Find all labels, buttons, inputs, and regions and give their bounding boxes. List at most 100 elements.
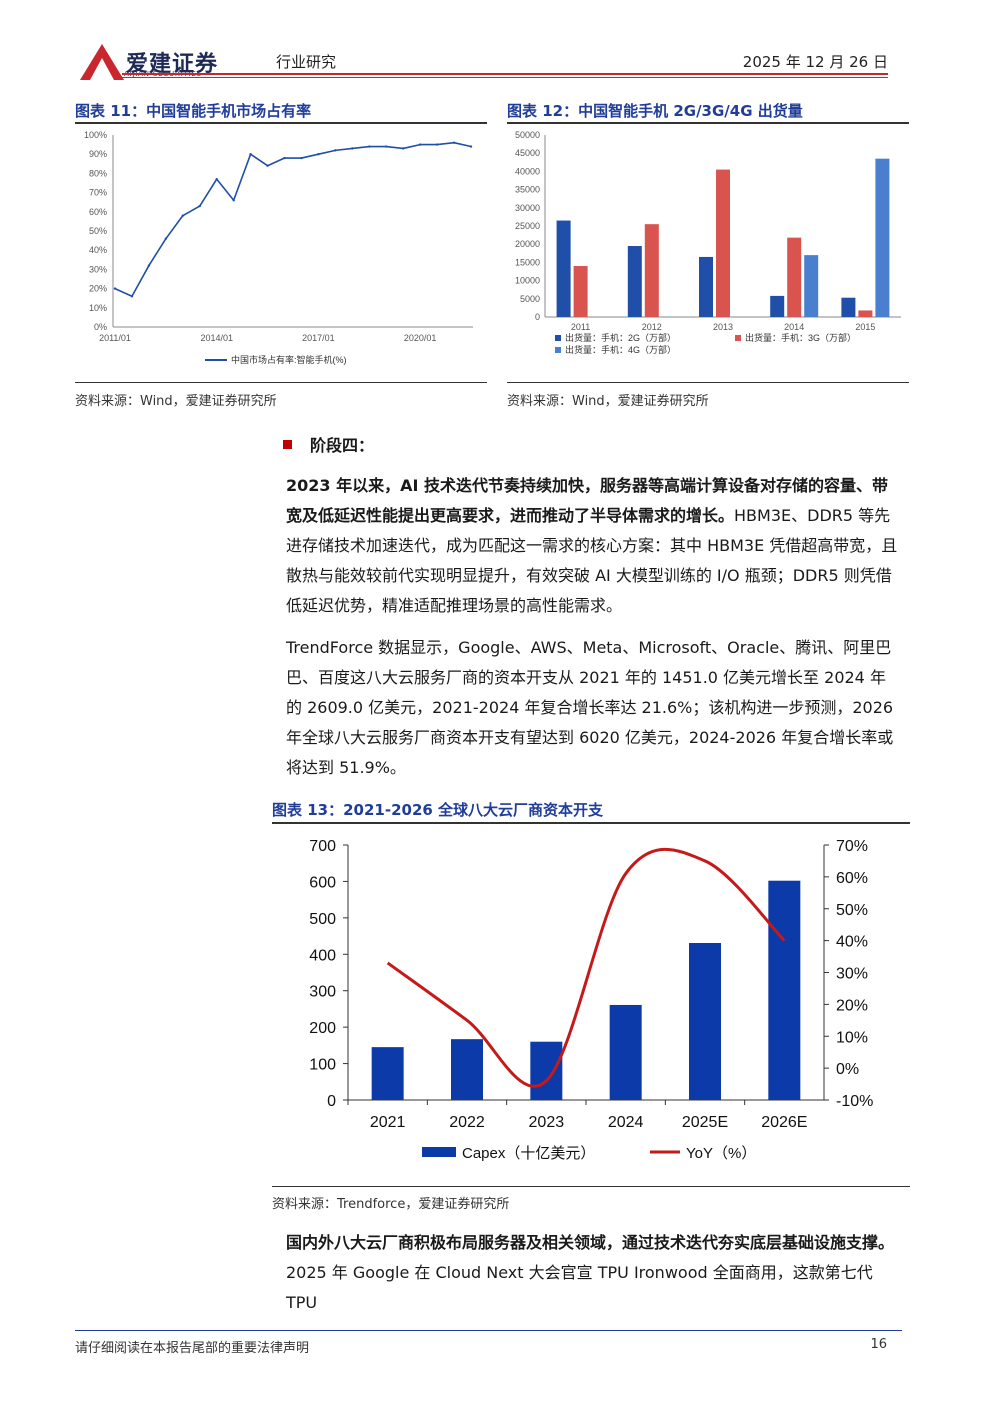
fig13-x-tick-label: 2021	[370, 1114, 406, 1131]
fig12-legend-swatch	[555, 335, 561, 341]
fig12-legend-label: 出货量：手机：4G（万部）	[565, 344, 676, 355]
footer-divider	[75, 1330, 902, 1331]
fig11-data-point	[164, 237, 168, 240]
fig11-data-point	[452, 141, 456, 144]
fig13-x-tick-label: 2022	[449, 1114, 485, 1131]
section-title: 阶段四：	[310, 436, 375, 455]
fig13-top-rule	[272, 822, 910, 824]
fig11-data-point	[232, 199, 235, 202]
fig12-bar	[716, 169, 730, 317]
report-date: 2025 年 12 月 26 日	[742, 53, 888, 71]
fig13-y-tick-label: 500	[309, 911, 336, 928]
fig13-x-tick-label: 2025E	[682, 1114, 728, 1131]
fig11-data-point	[130, 295, 134, 298]
fig11-series-line	[114, 141, 472, 298]
fig11-data-point	[147, 264, 151, 267]
fig12-source: 资料来源：Wind，爱建证券研究所	[507, 394, 709, 409]
fig11-chart: 0% 10% 20% 30% 40% 50% 60% 70% 80% 90% 100% 2011/01…	[84, 130, 473, 365]
header-divider-thin	[122, 77, 888, 78]
fig13-bottom-rule	[272, 1186, 910, 1187]
fig12-y-tick-label: 35000	[515, 185, 540, 195]
fig11-data-point	[181, 214, 185, 217]
fig11-data-point	[249, 153, 252, 156]
fig11-x-tick-label: 2020/01	[404, 333, 437, 343]
fig13-chart: 0 100 200 300 400 500 600 700 -10% 0% 10% 20% 30% 40%…	[309, 838, 873, 1162]
fig13-x-tick-label: 2026E	[761, 1114, 807, 1131]
paragraph-3-body: 2025 年 Google 在 Cloud Next 大会官宣 TPU Iron…	[286, 1263, 873, 1312]
section-heading: 阶段四：	[283, 432, 374, 456]
fig11-data-point	[385, 145, 388, 148]
fig12-y-tick-label: 5000	[520, 294, 540, 304]
fig11-y-tick-label: 70%	[89, 188, 107, 198]
fig12-x-tick-label: 2015	[855, 322, 875, 332]
fig13-legend-line-label: YoY（%）	[686, 1145, 756, 1162]
fig13-source: 资料来源：Trendforce，爱建证券研究所	[272, 1197, 510, 1212]
fig13-y2-tick-label: 50%	[836, 902, 868, 919]
fig11-x-tick-label: 2017/01	[302, 333, 335, 343]
fig13-bar	[768, 880, 801, 1100]
fig12-x-tick-label: 2014	[784, 322, 804, 332]
fig11-y-tick-label: 10%	[89, 303, 107, 313]
fig11-data-point	[198, 204, 201, 208]
fig12-x-tick-label: 2012	[642, 322, 662, 332]
fig12-legend-label: 出货量：手机：2G（万部）	[565, 332, 676, 343]
header-divider	[122, 73, 888, 75]
fig13-yoy-line	[386, 848, 786, 1088]
fig12-bar	[804, 255, 819, 317]
fig13-bar	[689, 942, 721, 1100]
fig12-y-tick-label: 20000	[515, 239, 540, 249]
fig11-y-tick-label: 60%	[89, 207, 107, 217]
paragraph-1: 2023 年以来，AI 技术迭代节奏持续加快，服务器等高端计算设备对存储的容量、…	[286, 471, 898, 621]
fig13-legend-bar-label: Capex（十亿美元）	[462, 1145, 595, 1162]
fig12-legend-swatch	[735, 335, 741, 341]
fig11-data-point	[317, 153, 320, 156]
fig11-data-point	[334, 149, 337, 152]
page-number: 16	[870, 1337, 887, 1352]
fig12-top-rule	[507, 122, 909, 124]
fig11-y-tick-label: 30%	[89, 264, 107, 274]
fig11-data-point	[401, 147, 405, 150]
brand-name: 爱建证券	[126, 52, 219, 77]
fig12-y-tick-label: 30000	[515, 203, 540, 213]
fig12-y-tick-label: 0	[535, 312, 540, 322]
fig13-y-tick-label: 0	[327, 1093, 336, 1110]
fig12-bar	[573, 266, 588, 317]
fig11-data-point	[283, 156, 286, 160]
fig13-y2-tick-label: 20%	[836, 997, 868, 1014]
fig11-x-tick-label: 2011/01	[99, 333, 131, 343]
fig12-legend-label: 出货量：手机：3G（万部）	[745, 332, 856, 343]
fig12-y-tick-label: 10000	[515, 276, 540, 286]
fig12-bar	[699, 256, 713, 317]
fig11-y-tick-label: 50%	[89, 226, 107, 236]
fig13-y2-tick-label: 70%	[836, 838, 868, 855]
fig13-caption: 图表 13：2021-2026 全球八大云厂商资本开支	[272, 801, 604, 819]
fig12-y-tick-label: 15000	[515, 257, 540, 267]
fig11-y-tick-label: 80%	[89, 168, 107, 178]
bullet-square-icon	[283, 440, 292, 449]
fig12-y-tick-label: 25000	[515, 221, 540, 231]
paragraph-1-body: HBM3E、DDR5 等先进存储技术加速迭代，成为匹配这一需求的核心方案：其中 …	[286, 506, 898, 615]
fig11-legend-label: 中国市场占有率:智能手机(%)	[231, 354, 347, 365]
fig13-y-tick-label: 200	[309, 1020, 336, 1037]
fig12-bar	[787, 237, 802, 317]
paragraph-3-lead: 国内外八大云厂商积极布局服务器及相关领域，通过技术迭代夯实底层基础设施支撑。	[286, 1233, 895, 1252]
fig11-data-point	[368, 145, 371, 148]
fig12-legend-swatch	[555, 347, 561, 353]
fig13-y-tick-label: 700	[309, 838, 336, 855]
fig11-data-point	[113, 287, 117, 290]
fig13-y-tick-label: 400	[309, 947, 336, 964]
fig11-bottom-rule	[75, 382, 487, 383]
fig13-y-tick-label: 100	[309, 1057, 336, 1074]
paragraph-1-lead: 2023 年以来，AI 技术迭代节奏持续加快，服务器等高端计算设备对存储的容量、…	[286, 476, 889, 525]
fig11-y-tick-label: 90%	[89, 149, 107, 159]
fig13-y-tick-label: 300	[309, 984, 336, 1001]
fig11-data-point	[300, 156, 303, 160]
fig11-data-point	[418, 143, 422, 146]
fig12-bar	[627, 246, 642, 317]
fig13-y2-tick-label: 10%	[836, 1029, 868, 1046]
fig12-bar	[875, 158, 890, 317]
fig13-y2-tick-label: 0%	[836, 1061, 859, 1078]
fig13-y-tick-label: 600	[309, 874, 336, 891]
fig11-top-rule	[75, 122, 487, 124]
fig12-bottom-rule	[507, 382, 909, 383]
